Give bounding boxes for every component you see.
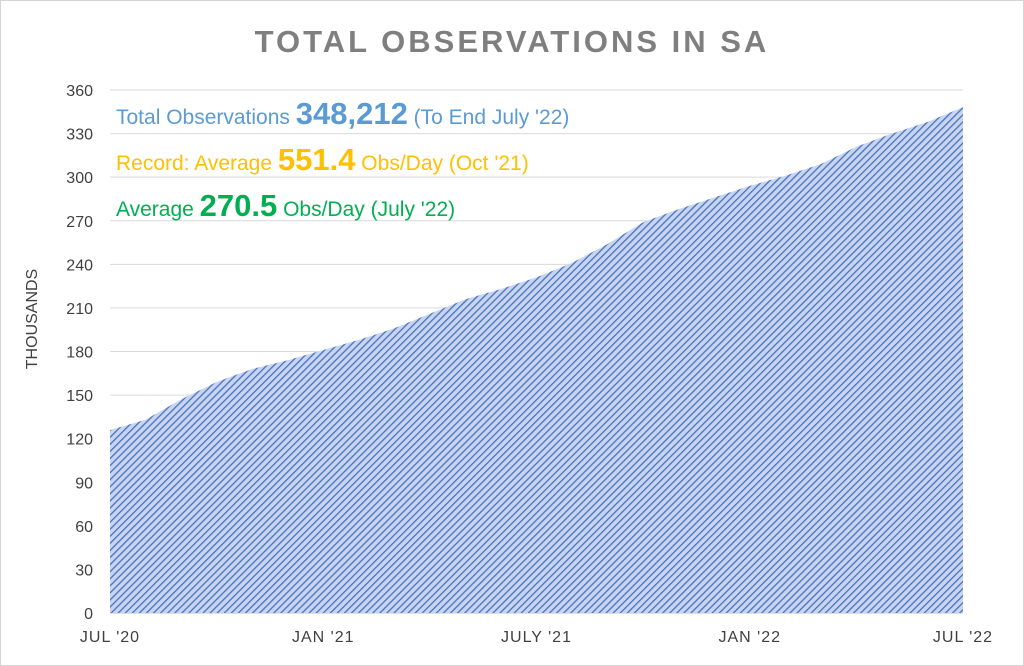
annotation-record: Record: Average 551.4 Obs/Day (Oct '21): [116, 142, 529, 177]
area-layer: [110, 107, 963, 613]
area-series: [110, 107, 963, 613]
y-tick-label: 360: [66, 83, 93, 100]
x-tick-label: JUL '20: [80, 629, 140, 646]
x-tick-label: JAN '22: [718, 629, 781, 646]
x-axis: JUL '20 JAN '21 JULY '21 JAN '22 JUL '22: [80, 629, 993, 646]
y-axis: 0 30 60 90 120 150 180 210 240 270 300 330 360: [66, 83, 93, 623]
annotation-average-suffix: Obs/Day (July '22): [277, 198, 455, 221]
annotation-record-suffix: Obs/Day (Oct '21): [355, 152, 528, 175]
y-tick-label: 330: [66, 127, 93, 144]
y-axis-label: THOUSANDS: [24, 269, 41, 369]
y-tick-label: 150: [66, 388, 93, 405]
y-tick-label: 300: [66, 170, 93, 187]
y-tick-label: 210: [66, 301, 93, 318]
annotation-total-value: 348,212: [296, 96, 408, 131]
annotation-record-value: 551.4: [278, 142, 356, 177]
annotation-average-prefix: Average: [116, 198, 200, 221]
annotation-record-prefix: Record: Average: [116, 152, 278, 175]
y-tick-label: 120: [66, 432, 93, 449]
annotation-average: Average 270.5 Obs/Day (July '22): [116, 188, 455, 223]
chart-title: TOTAL OBSERVATIONS IN SA: [255, 24, 770, 59]
y-tick-label: 60: [75, 519, 93, 536]
x-tick-label: JUL '22: [933, 629, 993, 646]
annotation-total-suffix: (To End July '22): [408, 106, 570, 129]
y-tick-label: 270: [66, 214, 93, 231]
y-tick-label: 90: [75, 475, 93, 492]
annotation-average-value: 270.5: [200, 188, 278, 223]
annotation-total-prefix: Total Observations: [116, 106, 296, 129]
annotations: Total Observations 348,212 (To End July …: [116, 96, 569, 223]
y-tick-label: 180: [66, 345, 93, 362]
y-tick-label: 0: [84, 606, 93, 623]
x-tick-label: JAN '21: [292, 629, 355, 646]
x-tick-label: JULY '21: [501, 629, 572, 646]
annotation-total: Total Observations 348,212 (To End July …: [116, 96, 569, 131]
y-tick-label: 30: [75, 562, 93, 579]
y-tick-label: 240: [66, 257, 93, 274]
